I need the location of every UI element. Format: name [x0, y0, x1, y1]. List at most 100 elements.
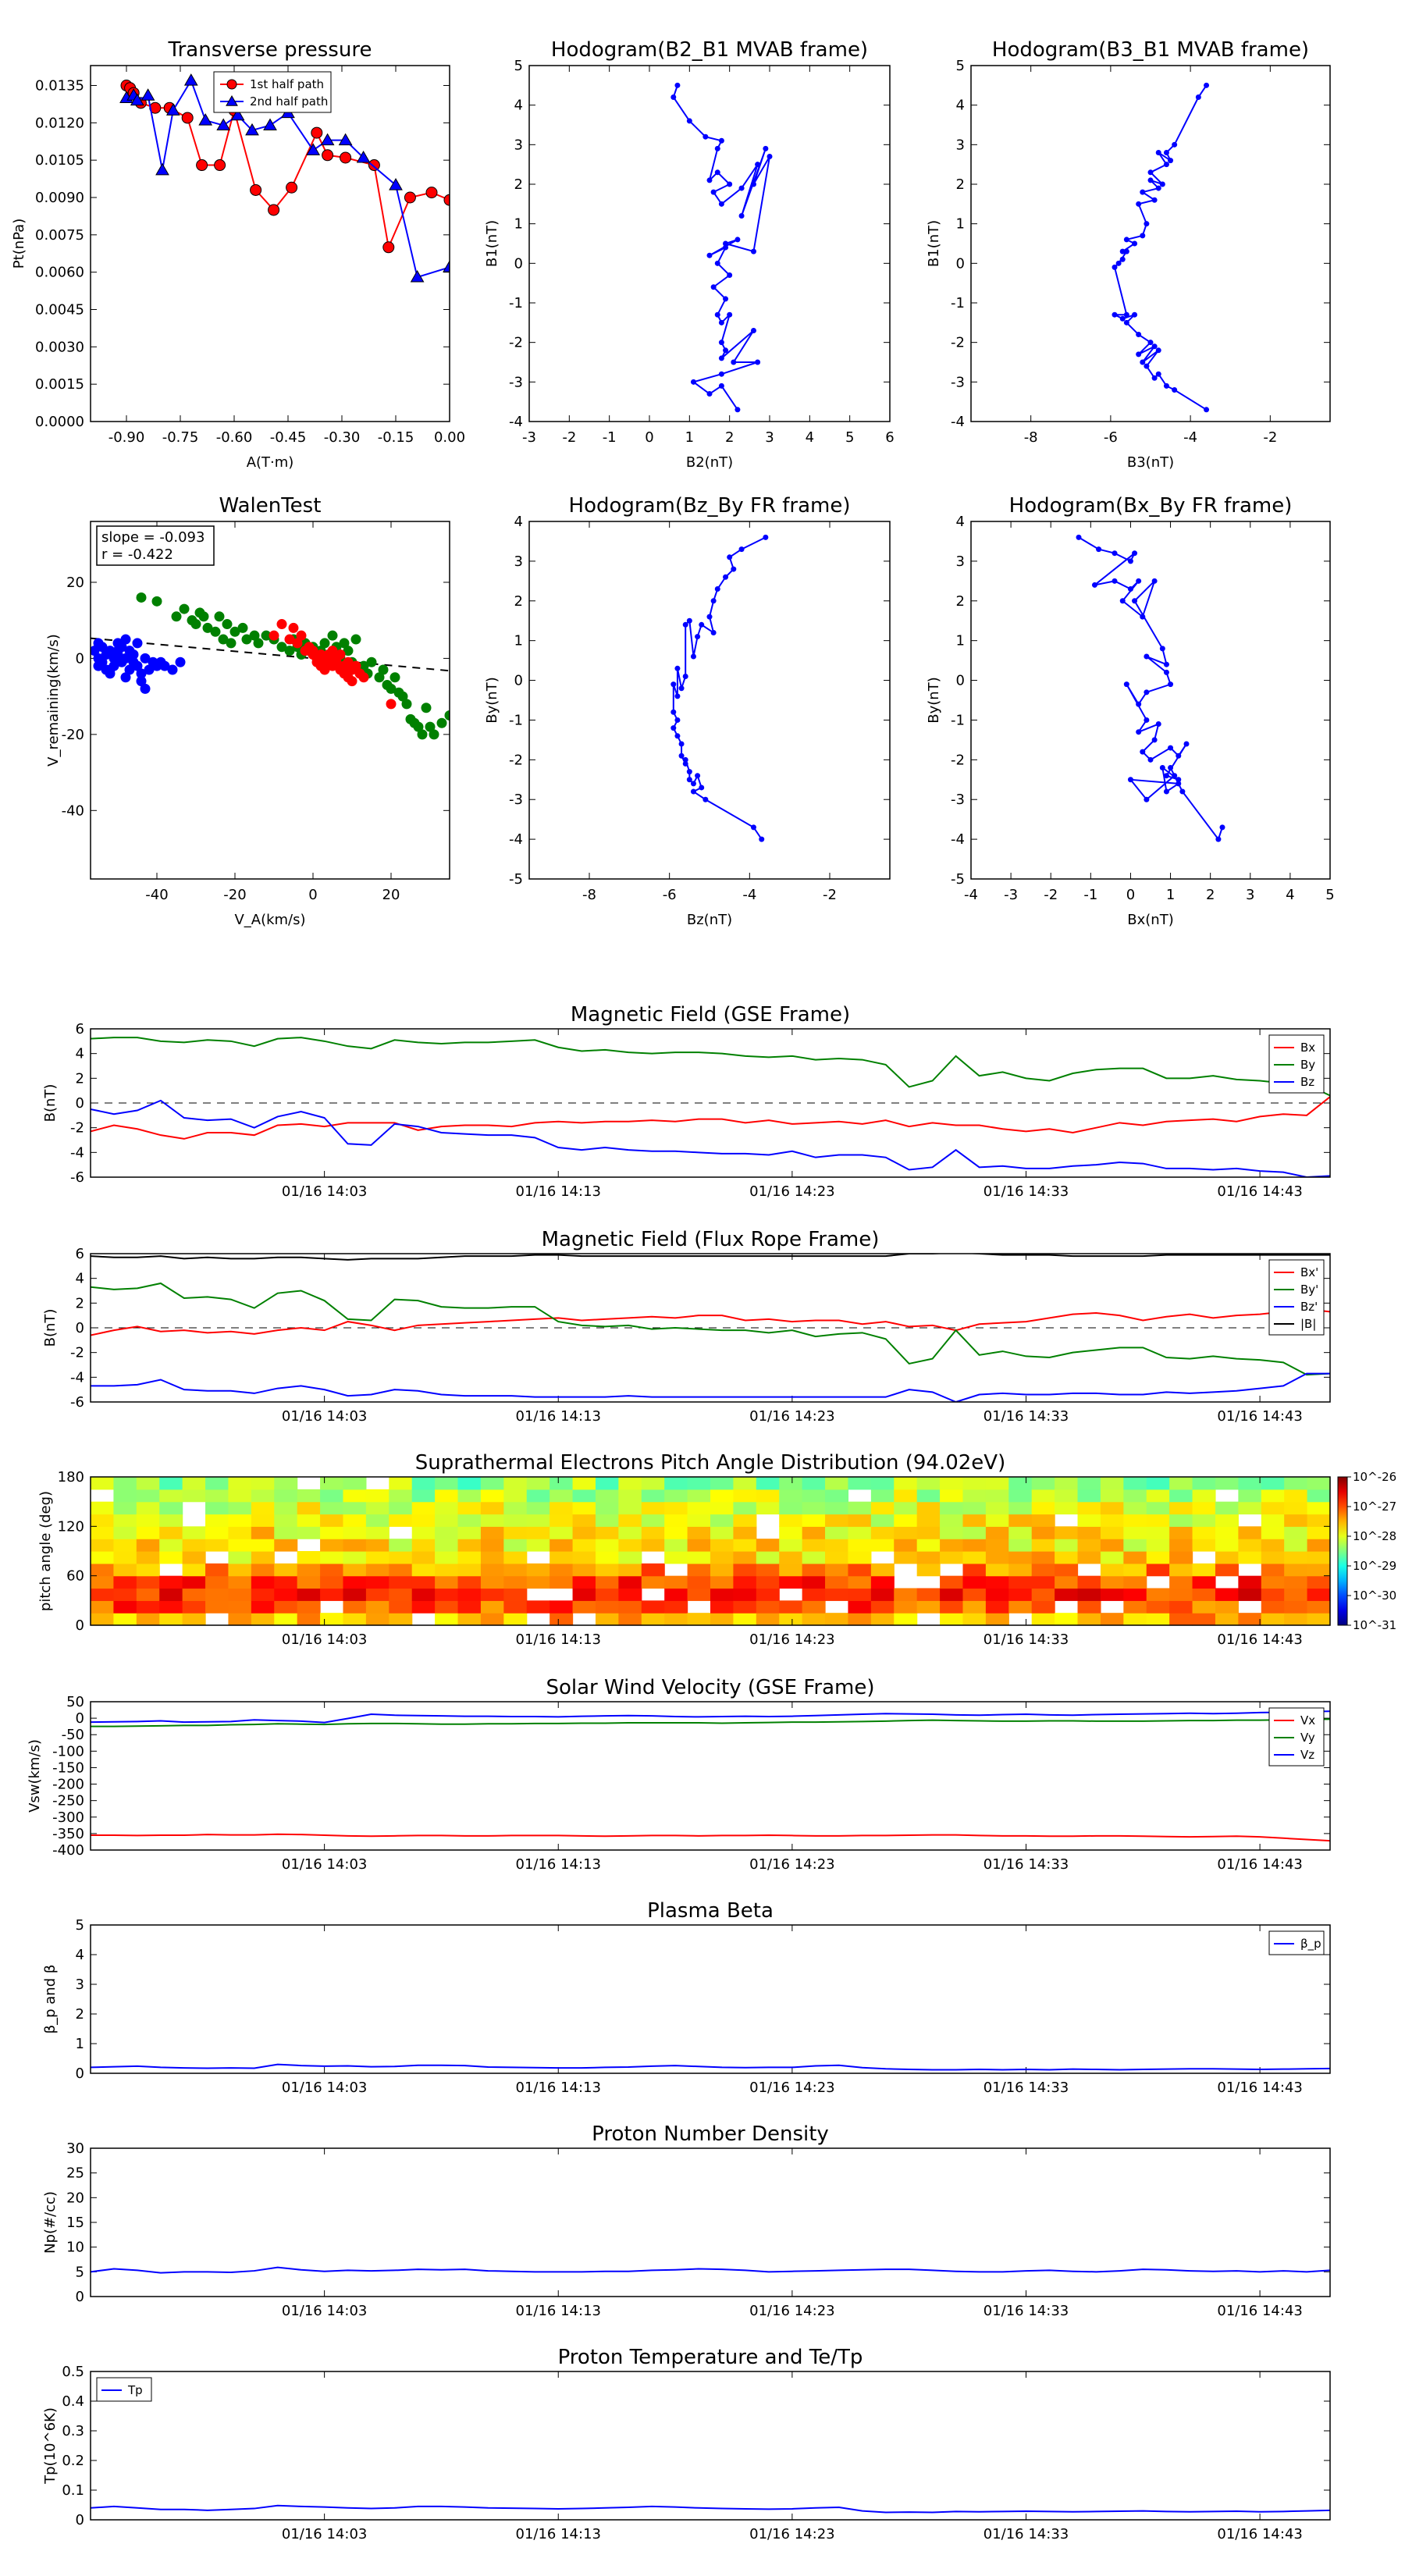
- data-point: [306, 143, 321, 155]
- heatmap-cell: [526, 1501, 550, 1515]
- y-tick-label: -3: [509, 792, 523, 808]
- heatmap-cell: [136, 1588, 160, 1601]
- data-point: [210, 626, 221, 637]
- heatmap-cell: [182, 1588, 206, 1601]
- data-point: [230, 108, 245, 121]
- heatmap-cell: [365, 1514, 389, 1527]
- heatmap-cell: [1307, 1613, 1331, 1626]
- heatmap-cell: [962, 1526, 987, 1539]
- heatmap-cell: [389, 1563, 413, 1577]
- heatmap-cell: [411, 1588, 436, 1601]
- data-point: [695, 773, 701, 779]
- data-point: [214, 159, 226, 172]
- heatmap-cell: [962, 1563, 987, 1577]
- heatmap-cell: [480, 1539, 504, 1552]
- heatmap-cell: [595, 1575, 619, 1589]
- series-line-2: [91, 1372, 1330, 1402]
- data-point: [1215, 836, 1222, 842]
- legend-label: Vz: [1300, 1748, 1314, 1762]
- heatmap-cell: [411, 1551, 436, 1564]
- heatmap-cell: [870, 1526, 895, 1539]
- heatmap-cell: [389, 1613, 413, 1626]
- data-point: [1127, 558, 1133, 564]
- heatmap-cell: [1169, 1514, 1193, 1527]
- data-point: [140, 683, 151, 694]
- heatmap-cell: [228, 1600, 252, 1614]
- heatmap-cell: [894, 1539, 918, 1552]
- data-point: [356, 150, 371, 163]
- y-tick-label: 0.4: [62, 2393, 84, 2410]
- y-tick-label: -20: [62, 727, 84, 743]
- plot-area: [670, 534, 769, 842]
- heatmap-cell: [802, 1551, 826, 1564]
- series-0: [1076, 534, 1225, 842]
- heatmap-cell: [1055, 1563, 1079, 1577]
- data-point: [1132, 240, 1138, 247]
- heatmap-cell: [687, 1489, 711, 1503]
- heatmap-cell: [1031, 1526, 1055, 1539]
- heatmap-cell: [733, 1551, 757, 1564]
- heatmap-cell: [916, 1501, 941, 1515]
- heatmap-cell: [113, 1526, 137, 1539]
- heatmap-cell: [205, 1563, 229, 1577]
- x-tick-label: -4: [742, 887, 756, 903]
- data-point: [718, 201, 724, 207]
- heatmap-cell: [1284, 1514, 1308, 1527]
- data-point: [699, 785, 705, 791]
- legend-label: Tp: [127, 2383, 143, 2397]
- heatmap-cell: [940, 1588, 964, 1601]
- heatmap-cell: [550, 1563, 574, 1577]
- x-tick-label: 01/16 14:13: [516, 2080, 601, 2096]
- heatmap-cell: [779, 1575, 803, 1589]
- data-point: [1155, 149, 1161, 155]
- y-tick-label: 3: [514, 553, 523, 570]
- y-tick-label: 6: [76, 1021, 84, 1037]
- x-tick-label: -2: [1263, 429, 1277, 446]
- heatmap-cell: [848, 1477, 872, 1490]
- data-point: [128, 649, 139, 660]
- heatmap-cell: [802, 1613, 826, 1626]
- colorbar-tick-label: 10^-31: [1353, 1618, 1396, 1632]
- x-tick-label: 6: [885, 429, 894, 446]
- y-tick-label: -1: [509, 712, 523, 728]
- heatmap-cell: [1307, 1501, 1331, 1515]
- heatmap-cell: [457, 1489, 482, 1503]
- y-tick-label: 1: [514, 216, 523, 233]
- heatmap-cell: [595, 1600, 619, 1614]
- data-point: [686, 617, 692, 624]
- heatmap-cell: [1261, 1613, 1285, 1626]
- heatmap-cell: [1055, 1489, 1079, 1503]
- heatmap-cell: [825, 1575, 849, 1589]
- heatmap-cell: [1307, 1563, 1331, 1577]
- heatmap-cell: [159, 1501, 183, 1515]
- heatmap-cell: [228, 1526, 252, 1539]
- data-point: [731, 359, 737, 365]
- heatmap-cell: [802, 1501, 826, 1515]
- heatmap-cell: [848, 1600, 872, 1614]
- y-tick-label: 1: [76, 2036, 84, 2052]
- heatmap-cell: [779, 1514, 803, 1527]
- heatmap-cell: [251, 1600, 275, 1614]
- heatmap-cell: [480, 1551, 504, 1564]
- heatmap-cell: [159, 1588, 183, 1601]
- heatmap-cell: [251, 1588, 275, 1601]
- heatmap-cell: [687, 1551, 711, 1564]
- data-point: [1219, 824, 1225, 831]
- heatmap-cell: [848, 1501, 872, 1515]
- heatmap-cell: [595, 1551, 619, 1564]
- heatmap-cell: [1146, 1489, 1170, 1503]
- heatmap-cell: [411, 1575, 436, 1589]
- heatmap-cell: [572, 1501, 596, 1515]
- y-tick-label: -2: [70, 1345, 84, 1361]
- data-point: [1172, 386, 1178, 393]
- y-tick-label: 0.0015: [35, 376, 84, 393]
- data-point: [1144, 796, 1150, 802]
- heatmap-cell: [320, 1514, 344, 1527]
- data-point: [320, 133, 335, 146]
- heatmap-cell: [618, 1526, 642, 1539]
- plot-area: [91, 2266, 1330, 2274]
- x-tick-label: 4: [806, 429, 814, 446]
- y-tick-label: 0.1: [62, 2482, 84, 2499]
- heatmap-cell: [526, 1514, 550, 1527]
- heatmap-cell: [1123, 1526, 1147, 1539]
